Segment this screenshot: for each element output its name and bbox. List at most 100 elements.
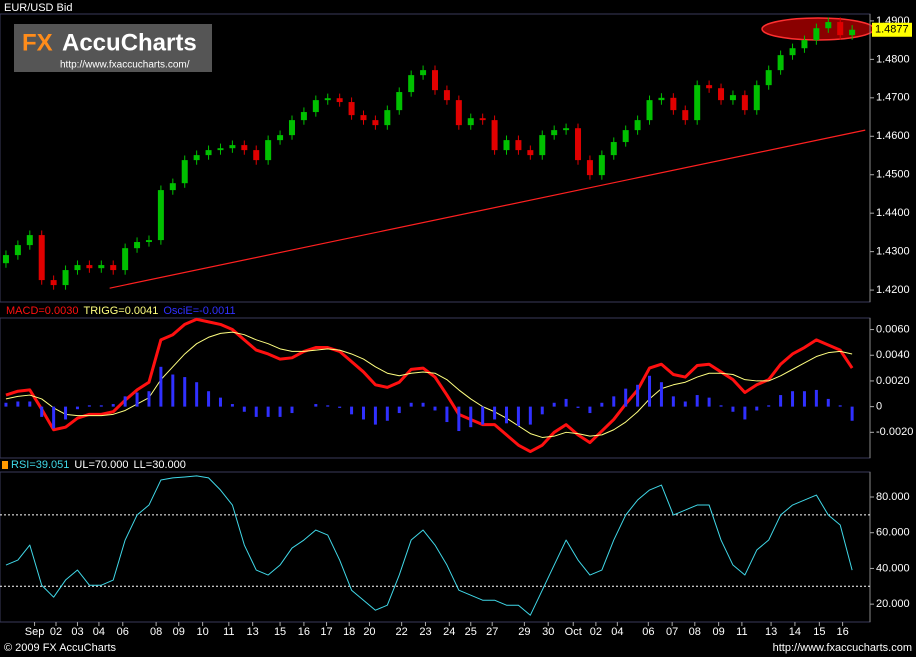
oscillator-bar — [648, 375, 652, 407]
oscillator-bar — [338, 406, 342, 408]
x-tick-label: 09 — [713, 626, 725, 638]
logo-url: http://www.fxaccucharts.com/ — [60, 60, 190, 71]
candle-body — [288, 120, 295, 136]
x-tick-label: 03 — [71, 626, 83, 638]
oscillator-bar — [278, 406, 282, 417]
last-price-box — [872, 22, 912, 37]
candle-body — [384, 110, 391, 126]
candle-body — [62, 270, 69, 286]
y-tick-label: 1.4200 — [876, 284, 910, 296]
candle-body — [658, 97, 665, 101]
candle-body — [729, 95, 736, 101]
oscillator-bar — [207, 391, 211, 407]
x-tick-label: 06 — [117, 626, 129, 638]
candle-body — [205, 150, 212, 156]
oscillator-bar — [719, 405, 723, 407]
oscillator-bar — [755, 406, 759, 411]
x-tick-label: Oct — [565, 626, 582, 638]
x-tick-label: 15 — [813, 626, 825, 638]
candle-body — [527, 150, 534, 156]
legend-entry: MACD=0.0030 — [6, 305, 78, 317]
legend-entry: RSI=39.051 — [11, 459, 69, 471]
oscillator-bar — [254, 406, 258, 417]
x-tick-label: 16 — [836, 626, 848, 638]
x-tick-label: 30 — [542, 626, 554, 638]
logo-box — [14, 24, 212, 72]
candle-body — [801, 40, 808, 49]
oscillator-bar — [516, 406, 520, 426]
chart-title: EUR/USD Bid — [4, 2, 72, 14]
candle-body — [14, 245, 21, 256]
candle-body — [467, 118, 474, 126]
candle-body — [181, 160, 188, 184]
level-label: LL=30.000 — [134, 459, 186, 471]
oscillator-bar — [290, 406, 294, 414]
oscillator-bar — [779, 395, 783, 407]
y-tick-label: 1.4600 — [876, 130, 910, 142]
candle-body — [622, 130, 629, 143]
y-tick-label: 1.4700 — [876, 92, 910, 104]
oscillator-bar — [361, 406, 365, 420]
candle-body — [2, 255, 9, 264]
x-tick-label: 20 — [363, 626, 375, 638]
candle-body — [98, 265, 105, 269]
oscillator-bar — [373, 406, 377, 425]
candle-body — [694, 85, 701, 121]
x-tick-label: 13 — [765, 626, 777, 638]
candle-body — [825, 22, 832, 29]
oscillator-bar — [28, 401, 32, 407]
oscillator-bar — [40, 406, 44, 417]
oscillator-bar — [826, 398, 830, 407]
oscillator-bar — [397, 406, 401, 414]
candle-body — [217, 148, 224, 151]
oscillator-bar — [469, 406, 473, 428]
candle-body — [169, 183, 176, 191]
footer-url: http://www.fxaccucharts.com — [773, 642, 912, 654]
candle-body — [646, 100, 653, 121]
candle-body — [348, 102, 355, 116]
candle-body — [777, 55, 784, 71]
oscillator-bar — [266, 406, 270, 417]
oscillator-bar — [314, 404, 318, 407]
oscillator-bar — [421, 402, 425, 407]
y-tick-label: 20.000 — [876, 598, 910, 610]
oscillator-bar — [242, 406, 246, 412]
candle-body — [265, 140, 272, 161]
y-tick-label: 0.0060 — [876, 323, 910, 335]
oscillator-bar — [445, 406, 449, 423]
candle-body — [122, 248, 129, 271]
oscillator-bar — [600, 402, 604, 407]
level-label: UL=70.000 — [74, 459, 128, 471]
candle-body — [634, 120, 641, 131]
candle-body — [145, 240, 152, 243]
oscillator-bar — [505, 406, 509, 424]
x-tick-label: 13 — [247, 626, 259, 638]
oscillator-bar — [636, 384, 640, 407]
y-tick-label: 60.000 — [876, 527, 910, 539]
candle-body — [300, 112, 307, 121]
candle-body — [193, 155, 200, 161]
oscillator-bar — [159, 366, 163, 407]
candle-body — [837, 22, 844, 36]
candle-body — [253, 150, 260, 161]
x-tick-label: 04 — [611, 626, 623, 638]
candle-body — [312, 100, 319, 113]
indicator-line — [5, 475, 853, 616]
candle-body — [110, 265, 117, 271]
oscillator-bar — [814, 389, 818, 407]
oscillator-bar — [743, 406, 747, 420]
x-tick-label: 11 — [223, 626, 234, 638]
x-tick-label: 11 — [736, 626, 747, 638]
candle-body — [372, 120, 379, 126]
candle-body — [813, 28, 820, 41]
x-tick-label: 24 — [443, 626, 455, 638]
candle-body — [706, 85, 713, 89]
oscillator-bar — [838, 405, 842, 407]
oscillator-bar — [350, 406, 354, 415]
oscillator-bar — [576, 406, 580, 408]
oscillator-bar — [528, 406, 532, 425]
candle-body — [229, 145, 236, 149]
oscillator-bar — [171, 374, 175, 407]
oscillator-bar — [135, 392, 139, 407]
